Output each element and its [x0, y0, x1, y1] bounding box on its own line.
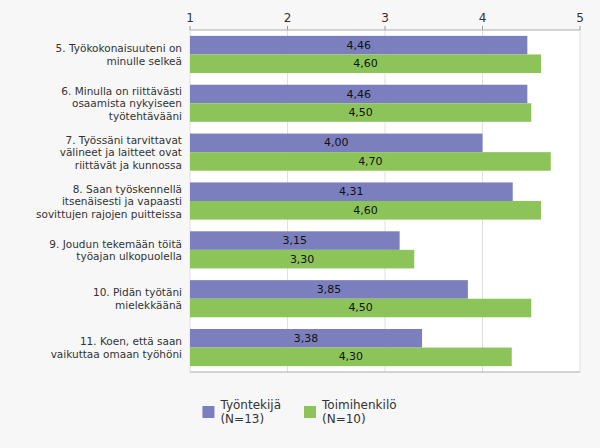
data-label: 3,85	[317, 283, 342, 296]
bar	[190, 36, 527, 55]
legend-label: Työntekijä(N=13)	[219, 398, 281, 426]
bars	[190, 36, 551, 366]
bar	[190, 201, 541, 220]
data-label: 3,30	[290, 253, 315, 266]
plot-bottom-line	[190, 372, 580, 373]
legend-item: Toimihenkilö(N=10)	[304, 398, 397, 426]
category-label: 6. Minulla on riittävästiosaamista nykyi…	[61, 85, 182, 122]
data-label: 4,50	[348, 301, 373, 314]
bar	[190, 329, 422, 348]
grid-line	[580, 30, 581, 372]
bar	[190, 134, 483, 153]
data-label: 4,60	[353, 57, 378, 70]
tick-mark	[385, 26, 386, 30]
bar	[190, 54, 541, 73]
data-label: 4,60	[353, 204, 378, 217]
data-labels: 4,46 4,46 4,00 4,31 3,15 3,85 3,38 4,60 4,50 4,70…	[283, 39, 383, 364]
category-label: 11. Koen, että saanvaikuttaa omaan työhö…	[51, 335, 182, 360]
legend-swatch	[304, 406, 316, 418]
legend-label: Toimihenkilö(N=10)	[321, 398, 397, 426]
data-label: 3,38	[294, 332, 319, 345]
tick-label: 2	[284, 11, 292, 25]
data-label: 4,46	[346, 88, 371, 101]
x-axis-line	[190, 30, 580, 31]
category-label: 5. Työkokonaisuuteni onminulle selkeä	[56, 42, 182, 67]
tick-mark	[482, 26, 483, 30]
plot-area	[190, 30, 580, 372]
data-label: 4,50	[348, 106, 373, 119]
bar	[190, 299, 531, 318]
category-label: 10. Pidän työtänimielekkäänä	[93, 286, 182, 311]
tick-mark	[190, 26, 191, 30]
background	[0, 0, 600, 448]
legend-item: Työntekijä(N=13)	[202, 398, 281, 426]
data-label: 3,15	[283, 234, 308, 247]
bar	[190, 85, 527, 104]
data-label: 4,31	[339, 185, 364, 198]
category-label: 9. Joudun tekemään töitätyöajan ulkopuol…	[49, 238, 182, 263]
tick-label: 5	[576, 11, 584, 25]
category-label: 7. Työssäni tarvittavatvälineet ja laitt…	[60, 134, 182, 171]
chart: 1 2 3 4 5 4,46 4,46 4,00 4,31 3,15 3,85 3,38 4,60 4,5…	[0, 0, 600, 448]
category-label: 8. Saan työskennelläitsenäisesti ja vapa…	[36, 183, 182, 220]
bar	[190, 280, 468, 299]
data-label: 4,70	[358, 155, 383, 168]
tick-mark	[287, 26, 288, 30]
data-label: 4,30	[339, 350, 364, 363]
tick-label: 1	[186, 11, 194, 25]
tick-mark	[580, 26, 581, 30]
bar	[190, 182, 513, 201]
bar	[190, 348, 512, 367]
grid	[190, 30, 580, 372]
bar	[190, 152, 551, 171]
tick-label: 3	[381, 11, 389, 25]
bar	[190, 103, 531, 122]
data-label: 4,00	[324, 136, 349, 149]
legend: Työntekijä(N=13) Toimihenkilö(N=10)	[202, 398, 396, 426]
tick-label: 4	[479, 11, 487, 25]
bar	[190, 231, 400, 250]
legend-swatch	[202, 406, 214, 418]
bar	[190, 250, 414, 269]
data-label: 4,46	[346, 39, 371, 52]
